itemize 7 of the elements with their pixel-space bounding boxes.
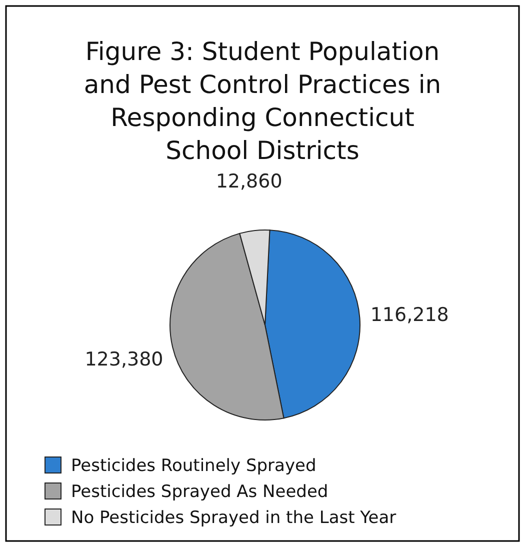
data-label: 116,218 bbox=[370, 304, 449, 326]
legend-label: Pesticides Sprayed As Needed bbox=[71, 482, 328, 502]
legend-label: No Pesticides Sprayed in the Last Year bbox=[71, 508, 396, 528]
data-label: 123,380 bbox=[84, 348, 164, 370]
data-label: 12,860 bbox=[216, 170, 282, 193]
legend-label: Pesticides Routinely Sprayed bbox=[71, 456, 316, 476]
chart-title: Figure 3: Student Population and Pest Control Practices in Responding Connecticut School Districts bbox=[84, 37, 442, 165]
